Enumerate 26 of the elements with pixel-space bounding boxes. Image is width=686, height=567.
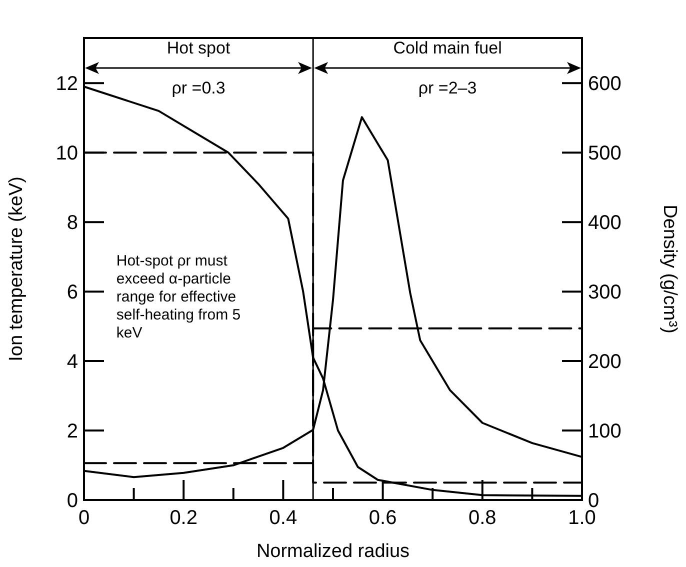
x-tick-label: 0.2 [170,507,198,529]
annotation: Hot-spot ρr must exceed α-particle range for effective self-heating from 5 keV [116,252,241,342]
y-tick-label: 10 [56,142,78,165]
x-tick-label: 1.0 [568,507,596,529]
y-tick-label: 12 [56,73,78,96]
x-tick-label: 0.8 [468,507,496,529]
annotation: Hot spot [166,38,230,58]
x-axis-title: Normalized radius [256,541,410,562]
y-axis-title: Ion temperature (keV) [6,176,27,362]
y-tick-label: 8 [66,212,78,234]
annotation: ρr =2–3 [418,78,477,98]
y-tick-label: 6 [66,282,78,304]
y2-tick-label: 400 [588,212,622,234]
y2-tick-label: 500 [588,142,622,165]
y2-tick-label: 600 [588,73,622,96]
y2-tick-label: 100 [588,420,622,443]
y2-tick-label: 300 [588,282,622,304]
y2-tick-label: 200 [588,351,622,374]
y-tick-label: 2 [66,420,78,443]
y2-axis-title: Density (g/cm³) [659,204,680,334]
x-tick-label: 0.6 [368,507,397,529]
annotation: Cold main fuel [393,38,502,58]
y-tick-label: 0 [66,490,78,512]
annotation: ρr =0.3 [172,78,226,98]
x-tick-label: 0.4 [269,507,298,529]
y-tick-label: 4 [66,351,78,374]
